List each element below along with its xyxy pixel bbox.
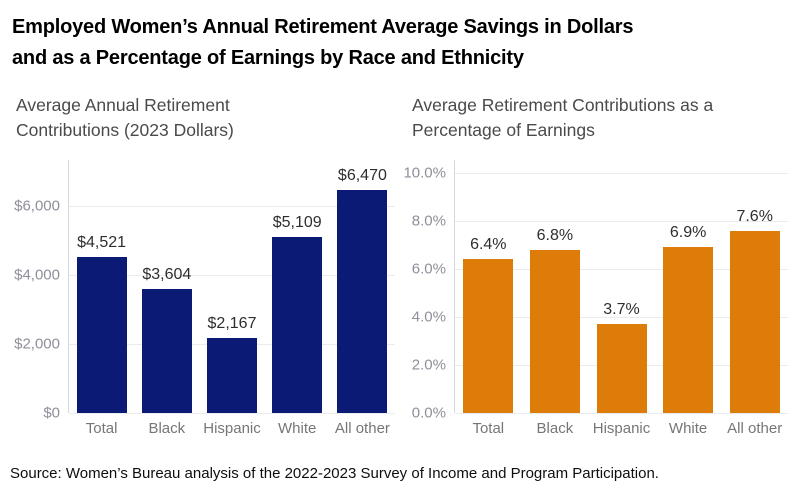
- source-note: Source: Women’s Bureau analysis of the 2…: [10, 465, 659, 482]
- bar-hispanic: [596, 324, 647, 413]
- x-axis-category-label: White: [668, 420, 708, 437]
- x-axis-category-label: All other: [334, 420, 390, 437]
- y-axis-line: [68, 160, 69, 413]
- bar-value-label: 6.8%: [536, 226, 574, 244]
- y-axis-tick-label: $0: [43, 404, 60, 422]
- right-chart-subtitle: Average Retirement Contributions as a Pe…: [412, 95, 714, 140]
- bar-black: [529, 249, 580, 413]
- y-axis-line: [454, 160, 455, 413]
- y-axis-tick-label: 2.0%: [411, 356, 446, 374]
- y-axis-tick-label: 4.0%: [411, 308, 446, 326]
- gridline: [455, 172, 788, 174]
- left-chart-plot-area: $0 $2,000 $4,000 $6,000 $4,521 Total $3,604 Bla…: [14, 160, 395, 437]
- x-axis-category-label: Black: [148, 420, 186, 437]
- bar-value-label: 3.7%: [603, 301, 640, 319]
- y-axis-tick-label: $6,000: [14, 197, 60, 215]
- x-axis-category-label: White: [278, 420, 317, 437]
- bar-black: [141, 288, 192, 413]
- page-title: Employed Women’s Annual Retirement Avera…: [12, 12, 788, 74]
- y-axis-tick-label: $2,000: [14, 335, 60, 353]
- gridline: [455, 268, 788, 270]
- x-axis-category-label: Hispanic: [592, 420, 651, 437]
- gridline: [455, 220, 788, 222]
- bar-all-other: [337, 189, 388, 413]
- y-axis-tick-label: 8.0%: [411, 212, 446, 230]
- right-chart-plot-area: 0.0% 2.0% 4.0% 6.0% 8.0% 10.0% 6.4% Total 6.8% Bl…: [403, 160, 788, 437]
- y-axis-tick-label: 0.0%: [411, 404, 446, 422]
- left-chart-subtitle: Average Annual Retirement Contributions …: [16, 95, 234, 140]
- bar-value-label: $3,604: [142, 265, 192, 283]
- bar-value-label: 6.4%: [470, 236, 507, 254]
- x-axis-category-label: Total: [472, 420, 505, 437]
- gridline: [69, 274, 395, 276]
- page-title-line2: and as a Percentage of Earnings by Race …: [12, 47, 524, 69]
- gridline: [455, 316, 788, 318]
- gridline: [69, 205, 395, 207]
- y-axis-tick-label: 6.0%: [411, 260, 446, 278]
- y-axis-tick-label: 10.0%: [403, 164, 446, 182]
- bar-total: [76, 257, 127, 413]
- bar-value-label: $5,109: [272, 213, 322, 231]
- x-axis-category-label: All other: [727, 420, 783, 437]
- bar-white: [663, 247, 714, 413]
- page-title-line1: Employed Women’s Annual Retirement Avera…: [12, 16, 634, 38]
- x-axis-category-label: Black: [536, 420, 574, 437]
- bar-hispanic: [207, 338, 257, 413]
- x-axis-category-label: Hispanic: [203, 420, 261, 437]
- bar-total: [463, 259, 514, 413]
- bar-all-other: [729, 230, 780, 413]
- bar-value-label: 7.6%: [736, 207, 773, 225]
- y-axis-tick-label: $4,000: [14, 266, 60, 284]
- bar-value-label: 6.9%: [669, 224, 707, 242]
- bar-value-label: $6,470: [337, 166, 387, 184]
- gridline: [69, 413, 395, 414]
- bar-value-label: $4,521: [77, 234, 127, 252]
- gridline: [455, 413, 788, 414]
- x-axis-category-label: Total: [85, 420, 118, 437]
- bar-white: [272, 236, 323, 413]
- bar-value-label: $2,167: [207, 315, 257, 333]
